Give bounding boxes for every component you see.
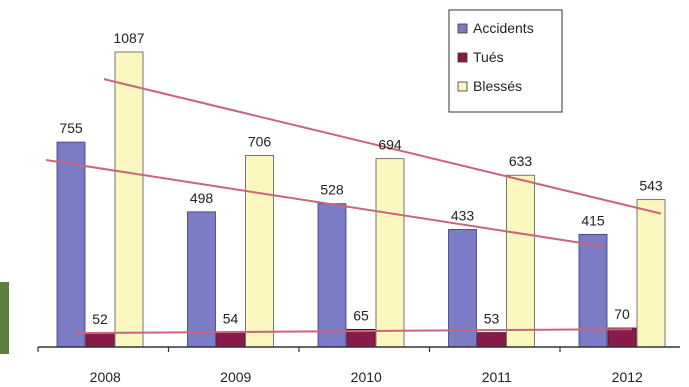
bar-blesss-2009 [245, 154, 274, 348]
bar-blesss-2012 [636, 199, 666, 348]
data-label: 694 [378, 137, 402, 153]
data-label: 755 [59, 120, 83, 136]
green-photo-edge [0, 282, 9, 354]
data-label: 415 [581, 212, 605, 228]
legend-entry: Tués [473, 49, 504, 65]
bar-tus-2008 [85, 332, 115, 348]
data-label: 1087 [113, 30, 144, 46]
trendline-accidents [45, 159, 604, 248]
data-label: 65 [353, 307, 369, 323]
trendlines-layer [45, 78, 662, 335]
bar-accidents-2008 [56, 141, 86, 348]
data-label: 543 [639, 178, 663, 194]
bar-blesss-2010 [375, 158, 405, 348]
x-tick-label: 2008 [90, 369, 121, 385]
bar-tus-2011 [477, 332, 506, 348]
legend-swatch [457, 23, 468, 34]
legend-entry: Accidents [473, 20, 534, 36]
data-label: 70 [614, 306, 630, 322]
data-label: 706 [248, 133, 272, 149]
bar-accidents-2010 [317, 203, 347, 348]
legend-box [448, 9, 563, 113]
bar-tus-2012 [607, 327, 637, 348]
data-label: 52 [92, 311, 108, 327]
legend-swatch [457, 81, 468, 92]
data-label: 54 [223, 310, 239, 326]
bar-blesss-2011 [506, 174, 535, 348]
x-tick-label: 2009 [220, 369, 251, 385]
bar-accidents-2011 [448, 229, 477, 348]
bar-accidents-2009 [187, 211, 216, 348]
data-label: 53 [484, 311, 500, 327]
data-label: 528 [320, 182, 344, 198]
x-tick-label: 2010 [351, 369, 382, 385]
data-label: 498 [190, 190, 214, 206]
trendline-blesss [103, 78, 662, 215]
legend-entry: Blessés [473, 78, 522, 94]
x-tick-label: 2011 [482, 369, 512, 385]
data-label: 433 [451, 207, 475, 223]
bars-layer [56, 51, 666, 348]
axis-ticks-layer [37, 347, 561, 352]
x-tick-label: 2012 [612, 369, 643, 385]
labels-layer: 2008 2009 2010 2011 2012 755 498 528 433 415 52 54 6… [59, 30, 663, 385]
bar-blesss-2008 [114, 51, 144, 348]
legend: Accidents Tués Blessés [448, 9, 563, 113]
trendline-tus [74, 328, 633, 335]
legend-swatch [457, 52, 468, 63]
bar-accidents-2012 [578, 233, 608, 348]
bar-tus-2009 [216, 331, 245, 348]
data-label: 633 [509, 153, 533, 169]
